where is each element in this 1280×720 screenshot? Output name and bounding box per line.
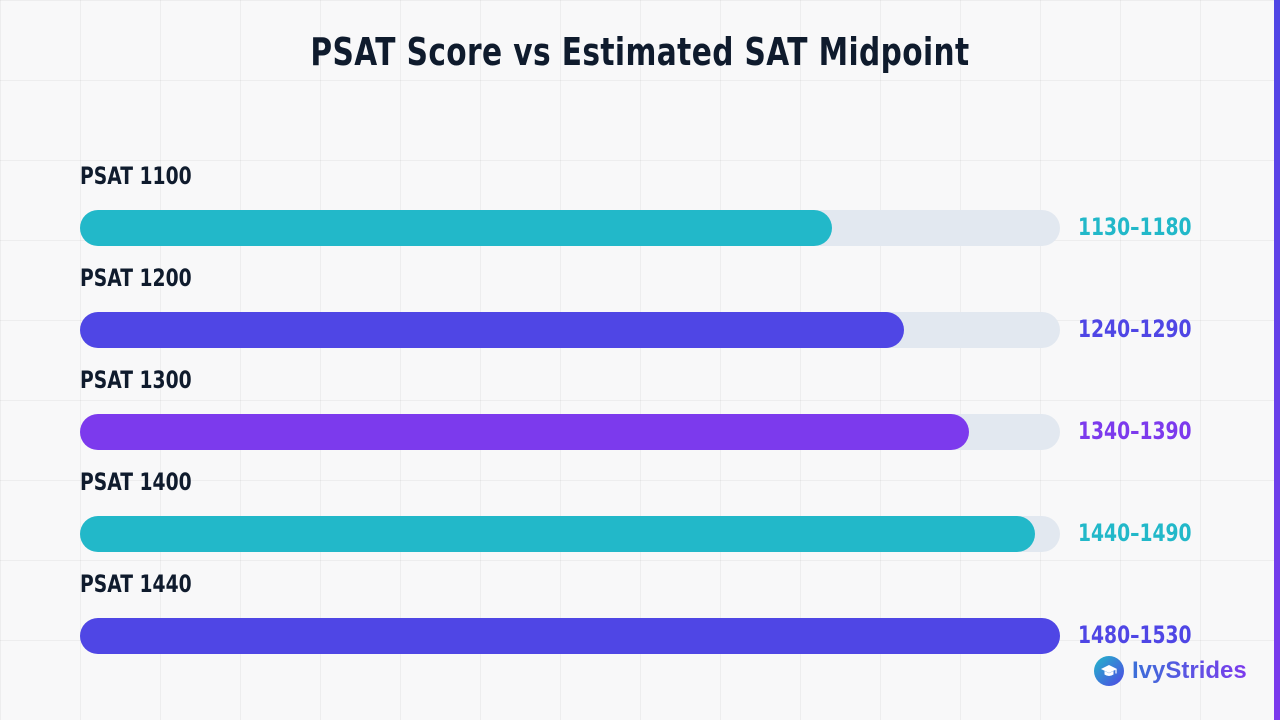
chart-title: PSAT Score vs Estimated SAT Midpoint [310, 30, 970, 74]
bar-category-label: PSAT 1100 [80, 162, 192, 190]
bar-fill [80, 312, 904, 348]
bar-row: PSAT 1400 1440–1490 [80, 468, 1200, 568]
bar-row: PSAT 1440 1480–1530 [80, 570, 1200, 670]
bar-value-label: 1480–1530 [1078, 621, 1192, 649]
bar-track [80, 516, 1060, 552]
bar-fill [80, 210, 832, 246]
bar-track [80, 414, 1060, 450]
bar-fill [80, 516, 1035, 552]
bar-category-label: PSAT 1440 [80, 570, 192, 598]
bar-track [80, 312, 1060, 348]
bar-category-label: PSAT 1400 [80, 468, 192, 496]
bar-track [80, 210, 1060, 246]
right-accent-bar [1274, 0, 1280, 720]
bar-value-label: 1130–1180 [1078, 213, 1192, 241]
brand-name: IvyStrides [1132, 657, 1247, 684]
bar-value-label: 1340–1390 [1078, 417, 1192, 445]
bar-fill [80, 414, 969, 450]
bar-value-label: 1440–1490 [1078, 519, 1192, 547]
bar-row: PSAT 1300 1340–1390 [80, 366, 1200, 466]
graduation-cap-icon [1094, 656, 1124, 686]
bar-value-label: 1240–1290 [1078, 315, 1192, 343]
bar-track [80, 618, 1060, 654]
bar-row: PSAT 1100 1130–1180 [80, 162, 1200, 262]
brand-logo: IvyStrides [1094, 656, 1247, 686]
bar-row: PSAT 1200 1240–1290 [80, 264, 1200, 364]
bar-category-label: PSAT 1300 [80, 366, 192, 394]
bar-fill [80, 618, 1060, 654]
bar-category-label: PSAT 1200 [80, 264, 192, 292]
